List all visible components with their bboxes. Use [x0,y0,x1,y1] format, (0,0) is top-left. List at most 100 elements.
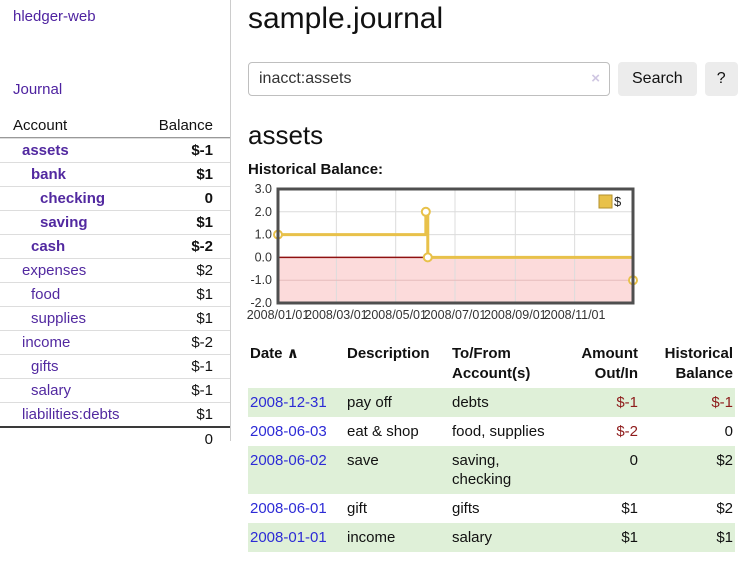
svg-text:-1.0: -1.0 [250,273,272,287]
account-balance: $1 [196,214,213,231]
transaction-accounts: food, supplies [452,423,545,440]
account-balance: $-1 [191,382,213,399]
account-total-row: 0 [0,426,230,450]
account-balance: $-1 [191,358,213,375]
account-link[interactable]: liabilities:debts [22,406,120,423]
total-balance: 0 [204,430,213,448]
search-input-wrap: × [248,62,610,96]
account-balance: $-2 [191,334,213,351]
date-header-label: Date [250,345,283,362]
account-link[interactable]: cash [31,238,66,255]
account-row-gifts: gifts $-1 [0,354,230,378]
clear-search-icon[interactable]: × [591,70,600,87]
transaction-date-link[interactable]: 2008-06-01 [250,500,327,517]
account-row-cash: cash $-2 [0,234,230,258]
account-row-salary: salary $-1 [0,378,230,402]
account-link[interactable]: checking [40,190,106,207]
account-link[interactable]: food [31,286,61,303]
transaction-description: income [347,529,396,546]
register-row: 2008-12-31 pay off debts $-1 $-1 [248,388,735,417]
svg-text:$: $ [614,194,622,209]
account-row-liabilities-debts: liabilities:debts $1 [0,402,230,426]
account-balance: $-1 [191,142,213,159]
register-header-date[interactable]: Date ∧ [248,340,345,388]
sidebar-item-journal[interactable]: Journal [13,81,63,98]
svg-text:3.0: 3.0 [255,182,272,196]
register-row: 2008-01-01 income salary $1 $1 [248,523,735,552]
register-header-accounts: To/From Account(s) [452,345,531,382]
transaction-date-link[interactable]: 2008-06-03 [250,423,327,440]
search-input[interactable] [248,62,610,96]
account-link[interactable]: expenses [22,262,87,279]
register-row: 2008-06-03 eat & shop food, supplies $-2… [248,417,735,446]
transaction-balance: $2 [716,452,733,469]
account-row-supplies: supplies $1 [0,306,230,330]
transaction-amount: $-2 [616,423,638,440]
account-link[interactable]: salary [31,382,72,399]
account-balance: 0 [204,190,213,207]
main-content: sample.journal × Search ? assets Histori… [232,0,742,582]
transaction-accounts: debts [452,394,489,411]
account-column-header: Account [13,117,68,134]
transaction-balance: $-1 [711,394,733,411]
transaction-description: save [347,452,379,469]
transaction-description: pay off [347,394,392,411]
account-link[interactable]: saving [40,214,88,231]
help-button[interactable]: ? [704,62,738,96]
register-header-row: Date ∧ Description To/From Account(s) Am… [248,340,735,388]
account-heading: assets [248,120,324,150]
account-link[interactable]: gifts [31,358,59,375]
transaction-date-link[interactable]: 2008-01-01 [250,529,327,546]
page-title: sample.journal [248,2,444,35]
transaction-balance: 0 [724,423,733,440]
transaction-description: gift [347,500,368,517]
register-header-balance: Historical Balance [664,345,733,382]
account-balance: $1 [196,166,213,183]
account-link[interactable]: income [22,334,71,351]
transaction-description: eat & shop [347,423,419,440]
account-row-expenses: expenses $2 [0,258,230,282]
account-link[interactable]: bank [31,166,67,183]
account-balance: $1 [196,286,213,303]
account-row-food: food $1 [0,282,230,306]
svg-text:2008/09/01: 2008/09/01 [484,308,547,322]
chart-label: Historical Balance: [248,161,384,178]
register-header-description: Description [347,345,430,362]
search-bar: × Search ? [248,62,738,96]
transaction-balance: $1 [716,529,733,546]
svg-text:2008/03/01: 2008/03/01 [305,308,368,322]
svg-text:2008/07/01: 2008/07/01 [424,308,487,322]
transaction-amount: 0 [629,452,638,469]
account-row-income: income $-2 [0,330,230,354]
transaction-date-link[interactable]: 2008-12-31 [250,394,327,411]
transaction-accounts: saving, checking [452,452,512,488]
transaction-accounts: gifts [452,500,480,517]
transaction-balance: $2 [716,500,733,517]
account-link[interactable]: assets [22,142,69,159]
transaction-amount: $1 [621,500,638,517]
account-balance: $1 [196,406,213,423]
svg-text:0.0: 0.0 [255,250,272,264]
register-table: Date ∧ Description To/From Account(s) Am… [248,340,735,552]
svg-text:2008/01/01: 2008/01/01 [247,308,310,322]
register-header-amount: Amount Out/In [581,345,638,382]
app-brand-link[interactable]: hledger-web [13,8,96,25]
svg-text:2008/11/01: 2008/11/01 [544,308,606,322]
register-row: 2008-06-01 gift gifts $1 $2 [248,494,735,523]
historical-balance-chart: $3.0 2.0 1.0 0.0 -1.0 -2.0 2008/01/01 2008/03/0… [247,182,742,326]
svg-text:2.0: 2.0 [255,205,272,219]
account-link[interactable]: supplies [31,310,87,327]
search-button[interactable]: Search [618,62,697,96]
sidebar: hledger-web Journal Account Balance asse… [0,0,231,448]
balance-column-header: Balance [158,117,213,134]
sort-ascending-icon: ∧ [286,345,299,362]
transaction-amount: $-1 [616,394,638,411]
svg-text:1.0: 1.0 [255,228,272,242]
register-row: 2008-06-02 save saving, checking 0 $2 [248,446,735,494]
account-table-header: Account Balance [0,114,230,138]
transaction-date-link[interactable]: 2008-06-02 [250,452,327,469]
account-row-bank: bank $1 [0,162,230,186]
account-row-checking: checking 0 [0,186,230,210]
svg-text:2008/05/01: 2008/05/01 [364,308,427,322]
account-row-saving: saving $1 [0,210,230,234]
